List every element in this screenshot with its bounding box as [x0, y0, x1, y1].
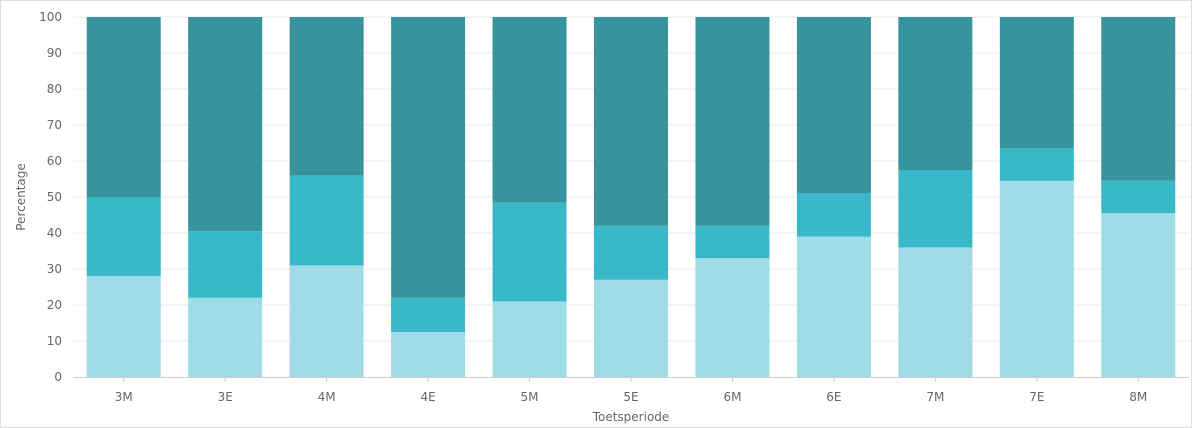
bar-segment-8m-s1[interactable]	[1101, 213, 1176, 377]
bar-segment-8m-s3[interactable]	[1101, 17, 1176, 181]
bar-segment-3m-s2[interactable]	[86, 197, 161, 277]
bar-segment-4m-s2[interactable]	[289, 175, 364, 266]
y-tick-label: 20	[47, 298, 62, 312]
y-tick-label: 50	[47, 190, 62, 204]
y-tick-label: 60	[47, 154, 62, 168]
bar-segment-4m-s3[interactable]	[289, 17, 364, 176]
y-axis-title: Percentage	[14, 163, 28, 231]
bar-segment-6e-s2[interactable]	[796, 193, 871, 237]
bar-segment-7e-s3[interactable]	[999, 17, 1074, 149]
y-tick-label: 90	[47, 46, 62, 60]
bar-segment-7e-s2[interactable]	[999, 148, 1074, 181]
x-tick-label: 7M	[926, 390, 944, 404]
bar-segment-6m-s3[interactable]	[695, 17, 770, 226]
x-tick-label: 3E	[218, 390, 233, 404]
y-tick-labels: 0 10 20 30 40 50 60 70 80 90 100	[39, 10, 62, 384]
bar-segment-3e-s3[interactable]	[188, 17, 263, 232]
bar-segment-5e-s3[interactable]	[594, 17, 668, 226]
y-tick-label: 30	[47, 262, 62, 276]
bar-segment-6e-s1[interactable]	[796, 236, 871, 377]
bars	[86, 17, 1176, 377]
bar-segment-4e-s1[interactable]	[391, 332, 466, 377]
bar-segment-5m-s3[interactable]	[492, 17, 567, 203]
y-tick-label: 80	[47, 82, 62, 96]
x-tick-label: 6E	[826, 390, 841, 404]
x-tick-label: 3M	[115, 390, 133, 404]
x-tick-label: 5E	[623, 390, 638, 404]
y-tick-label: 10	[47, 334, 62, 348]
x-tick-label: 6M	[723, 390, 741, 404]
y-tick-label: 100	[39, 10, 62, 24]
y-tick-label: 40	[47, 226, 62, 240]
bar-segment-7m-s3[interactable]	[898, 17, 973, 170]
bar-segment-3m-s1[interactable]	[86, 276, 161, 377]
bar-segment-7m-s2[interactable]	[898, 170, 973, 248]
bar-segment-8m-s2[interactable]	[1101, 180, 1176, 214]
bar-segment-5m-s2[interactable]	[492, 202, 567, 302]
bar-segment-4e-s2[interactable]	[391, 297, 466, 332]
bar-segment-6m-s1[interactable]	[695, 258, 770, 377]
x-tick-label: 7E	[1029, 390, 1044, 404]
x-tick-label: 4M	[318, 390, 336, 404]
y-tick-label: 0	[54, 370, 62, 384]
x-tick-labels: 3M 3E 4M 4E 5M 5E 6M 6E 7M 7E 8M	[115, 377, 1147, 404]
bar-segment-6m-s2[interactable]	[695, 225, 770, 259]
bar-segment-3e-s1[interactable]	[188, 297, 263, 377]
bar-segment-7m-s1[interactable]	[898, 247, 973, 377]
y-tick-label: 70	[47, 118, 62, 132]
x-tick-label: 5M	[521, 390, 539, 404]
x-tick-label: 4E	[420, 390, 435, 404]
bar-segment-3m-s3[interactable]	[86, 17, 161, 197]
bar-segment-5e-s1[interactable]	[594, 279, 668, 377]
bar-segment-4e-s3[interactable]	[391, 17, 466, 298]
x-axis-title: Toetsperiode	[592, 410, 670, 424]
bar-segment-4m-s1[interactable]	[289, 265, 364, 377]
bar-segment-3e-s2[interactable]	[188, 231, 263, 298]
bar-segment-6e-s3[interactable]	[796, 17, 871, 194]
bar-segment-7e-s1[interactable]	[999, 180, 1074, 377]
bar-segment-5m-s1[interactable]	[492, 301, 567, 377]
x-tick-label: 8M	[1129, 390, 1147, 404]
bar-segment-5e-s2[interactable]	[594, 225, 668, 280]
